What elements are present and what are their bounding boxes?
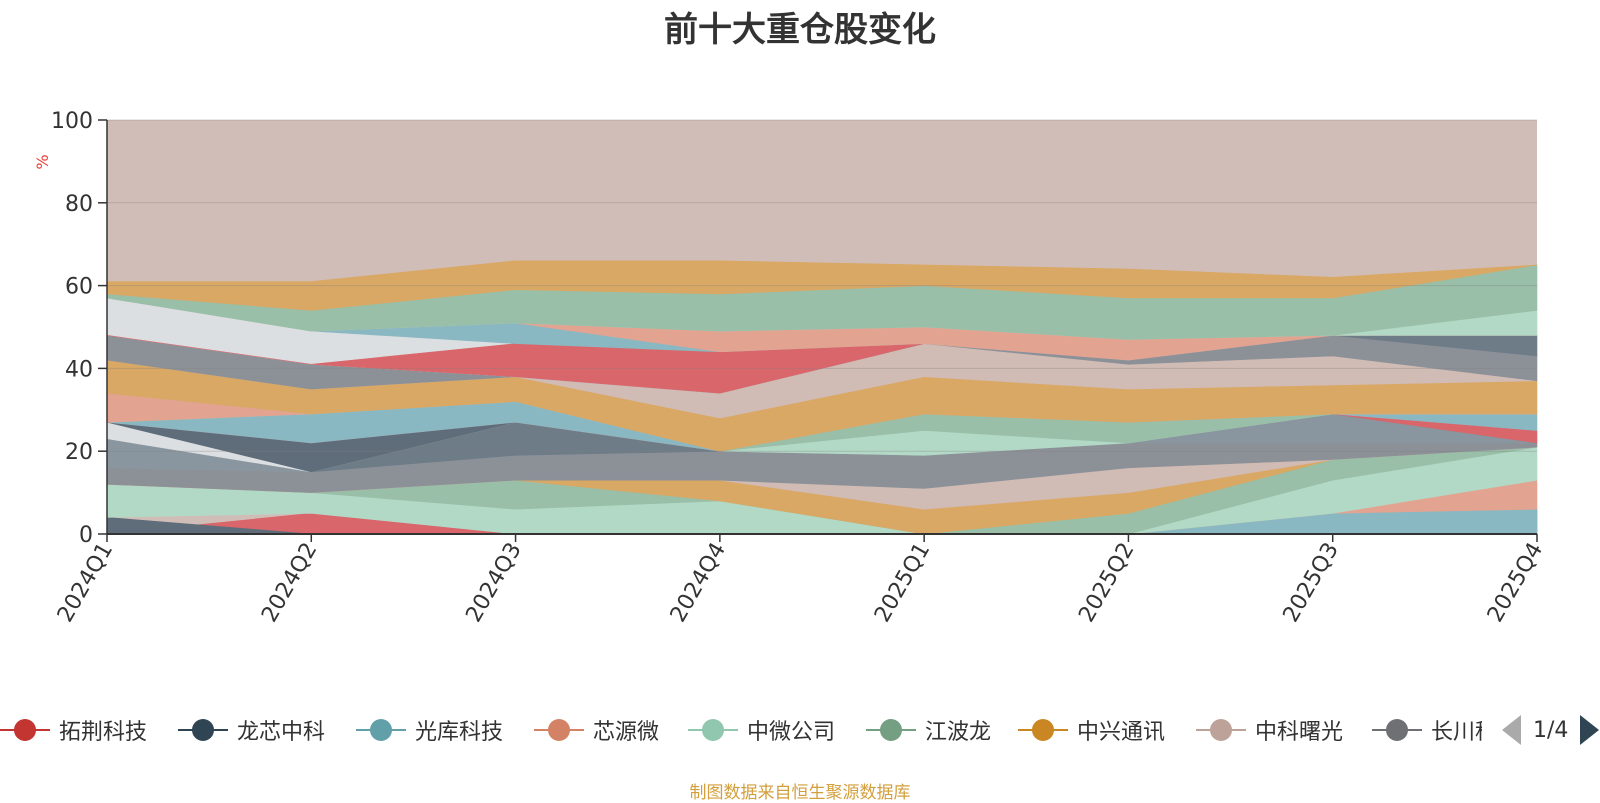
legend-label: 江波龙	[925, 720, 992, 745]
chart-canvas: 0 20 40 60 80 100 2024Q1 2024Q2 2024Q3 2024Q4 202…	[33, 109, 1548, 627]
y-tick-label: 100	[51, 109, 93, 134]
legend-marker-icon	[0, 710, 50, 750]
legend-marker-icon	[178, 710, 228, 750]
legend-item[interactable]: 龙芯中科	[178, 710, 325, 750]
legend-item[interactable]: 长川科技	[1372, 710, 1482, 750]
legend-marker-icon	[1196, 710, 1246, 750]
legend-label: 龙芯中科	[237, 720, 326, 745]
legend-items: 拓荆科技 龙芯中科 光库科技 芯源微 中微公司 江波龙 中兴通讯 中科曙光 长川科技	[0, 710, 1482, 750]
legend-item[interactable]: 中微公司	[688, 710, 835, 750]
legend-label: 长川科技	[1431, 720, 1482, 745]
x-tick-label: 2025Q4	[1483, 539, 1548, 627]
chart-title: 前十大重仓股变化	[664, 10, 936, 50]
x-tick-label: 2024Q1	[53, 539, 118, 627]
y-tick-label: 40	[65, 357, 93, 382]
legend: 拓荆科技 龙芯中科 光库科技 芯源微 中微公司 江波龙 中兴通讯 中科曙光 长川科技 1/4	[0, 710, 1600, 750]
legend-prev-page-icon[interactable]	[1502, 715, 1521, 745]
legend-marker-icon	[356, 710, 406, 750]
legend-label: 中兴通讯	[1077, 720, 1166, 745]
x-tick-label: 2025Q2	[1074, 539, 1139, 627]
area-band-28	[106, 260, 1538, 311]
legend-marker-icon	[1372, 710, 1422, 750]
x-tick-label: 2025Q1	[870, 539, 935, 627]
legend-pager: 1/4	[1502, 710, 1600, 750]
x-tick-label: 2024Q3	[461, 539, 526, 627]
y-tick-label: 60	[65, 275, 93, 300]
legend-item[interactable]: 中兴通讯	[1018, 710, 1165, 750]
legend-label: 中科曙光	[1255, 720, 1344, 745]
x-tick-label: 2025Q3	[1279, 539, 1344, 627]
y-tick-label: 80	[65, 192, 93, 217]
legend-item[interactable]: 芯源微	[534, 710, 659, 750]
legend-item[interactable]: 拓荆科技	[0, 710, 147, 750]
legend-marker-icon	[1018, 710, 1068, 750]
legend-page-indicator: 1/4	[1533, 717, 1569, 743]
legend-marker-icon	[688, 710, 738, 750]
legend-label: 芯源微	[593, 720, 660, 745]
y-tick-label: 20	[65, 440, 93, 465]
legend-item[interactable]: 中科曙光	[1196, 710, 1343, 750]
legend-label: 光库科技	[415, 720, 504, 745]
y-tick-label: 0	[79, 523, 93, 548]
legend-label: 拓荆科技	[59, 720, 148, 745]
legend-item[interactable]: 江波龙	[866, 710, 991, 750]
legend-item[interactable]: 光库科技	[356, 710, 503, 750]
source-note: 制图数据来自恒生聚源数据库	[689, 783, 911, 803]
y-axis-title: %	[33, 154, 52, 169]
legend-marker-icon	[534, 710, 584, 750]
x-tick-label: 2024Q4	[666, 539, 731, 627]
x-tick-label: 2024Q2	[257, 539, 322, 627]
legend-next-page-icon[interactable]	[1580, 715, 1600, 745]
legend-marker-icon	[866, 710, 916, 750]
legend-label: 中微公司	[747, 720, 836, 745]
